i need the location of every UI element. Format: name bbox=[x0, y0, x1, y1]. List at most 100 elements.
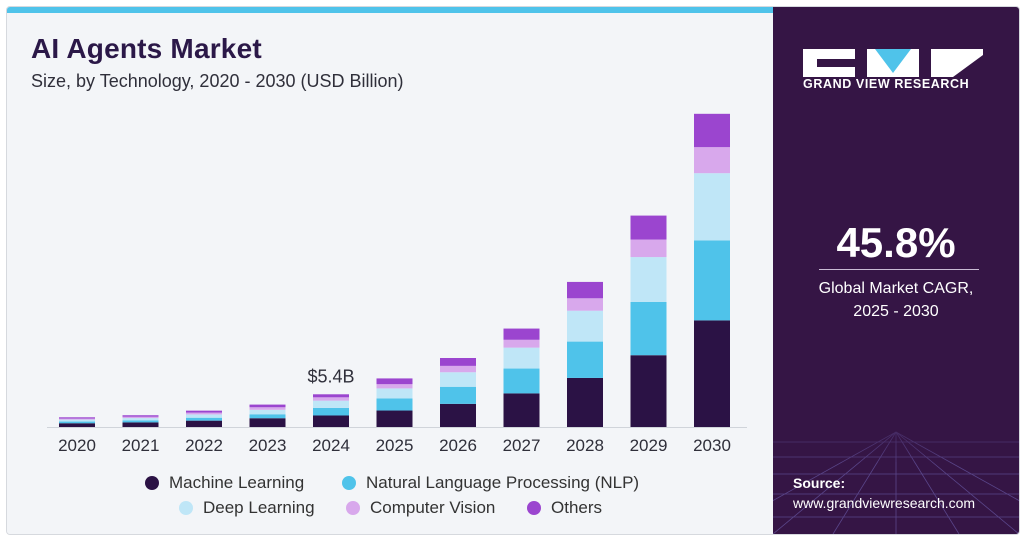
x-tick-label-2029: 2029 bbox=[630, 436, 668, 455]
x-tick-label-2027: 2027 bbox=[503, 436, 541, 455]
x-tick-label-2023: 2023 bbox=[249, 436, 287, 455]
x-tick-label-2028: 2028 bbox=[566, 436, 604, 455]
bar-segment-2025-computer-vision bbox=[376, 384, 413, 389]
bar-segment-2023-machine-learning bbox=[249, 418, 286, 427]
stacked-bar-chart: 2020 2021 2022 2023 2024 $5.4B 2025 2026 2027 202… bbox=[47, 113, 747, 455]
bar-segment-2026-machine-learning bbox=[440, 403, 476, 427]
divider bbox=[819, 269, 979, 270]
grid-decoration bbox=[773, 402, 1019, 534]
bar-segment-2022-natural-language-processing-nlp bbox=[186, 417, 222, 421]
x-tick-label-2020: 2020 bbox=[58, 436, 96, 455]
x-tick-label-2024: 2024 bbox=[312, 436, 350, 455]
bar-segment-2021-computer-vision bbox=[122, 416, 159, 419]
chart-panel: AI Agents Market Size, by Technology, 20… bbox=[7, 7, 773, 534]
bar-segment-2025-deep-learning bbox=[376, 388, 413, 399]
bar-segment-2024-machine-learning bbox=[313, 415, 349, 427]
bar-segment-2030-computer-vision bbox=[694, 147, 730, 174]
bar-segment-2022-machine-learning bbox=[186, 420, 222, 427]
bar-segment-2029-others bbox=[630, 215, 667, 240]
bar-segment-2022-deep-learning bbox=[186, 414, 222, 418]
legend-swatch bbox=[346, 501, 360, 515]
bar-segment-2026-natural-language-processing-nlp bbox=[440, 386, 476, 404]
bar-segment-2028-deep-learning bbox=[567, 310, 603, 342]
legend-swatch bbox=[527, 501, 541, 515]
legend-item-others: Others bbox=[527, 498, 602, 518]
chart-title: AI Agents Market bbox=[31, 33, 262, 64]
brand-name: GRAND VIEW RESEARCH bbox=[803, 77, 970, 91]
infographic-frame: AI Agents Market Size, by Technology, 20… bbox=[6, 6, 1020, 535]
bar-segment-2027-machine-learning bbox=[503, 393, 540, 427]
x-tick-label-2030: 2030 bbox=[693, 436, 731, 455]
bar-segment-2024-natural-language-processing-nlp bbox=[313, 407, 349, 416]
legend-item-deep-learning: Deep Learning bbox=[179, 498, 315, 518]
bar-segment-2029-computer-vision bbox=[630, 239, 667, 258]
legend-label: Deep Learning bbox=[203, 498, 315, 517]
bar-segment-2026-deep-learning bbox=[440, 372, 476, 387]
bar-segment-2026-others bbox=[440, 358, 476, 366]
bar-segment-2023-deep-learning bbox=[249, 409, 286, 415]
bar-segment-2021-others bbox=[122, 415, 159, 417]
bar-segment-2029-machine-learning bbox=[630, 355, 667, 427]
bar-segment-2024-others bbox=[313, 394, 349, 398]
bar-segment-2022-computer-vision bbox=[186, 412, 222, 415]
bar-segment-2025-others bbox=[376, 378, 413, 385]
legend-item-nlp: Natural Language Processing (NLP) bbox=[342, 473, 639, 493]
bar-segment-2023-computer-vision bbox=[249, 407, 286, 410]
accent-strip bbox=[7, 7, 773, 13]
bar-segment-2025-machine-learning bbox=[376, 410, 413, 427]
bar-segment-2030-machine-learning bbox=[694, 320, 730, 427]
bar-segment-2030-deep-learning bbox=[694, 173, 730, 241]
bar-segment-2023-others bbox=[249, 404, 286, 408]
legend-swatch bbox=[179, 501, 193, 515]
chart-legend: Machine Learning Natural Language Proces… bbox=[7, 467, 773, 527]
bar-segment-2021-machine-learning bbox=[122, 422, 159, 427]
cagr-value: 45.8% bbox=[836, 219, 956, 266]
bar-segment-2023-natural-language-processing-nlp bbox=[249, 414, 286, 419]
cagr-label: Global Market CAGR, 2025 - 2030 bbox=[773, 277, 1019, 323]
bar-segment-2030-others bbox=[694, 113, 730, 148]
bar-segment-2028-machine-learning bbox=[567, 377, 603, 427]
legend-swatch bbox=[342, 476, 356, 490]
bar-segment-2027-others bbox=[503, 328, 540, 340]
legend-label: Others bbox=[551, 498, 603, 517]
bar-segment-2030-natural-language-processing-nlp bbox=[694, 240, 730, 321]
bar-segment-2020-others bbox=[59, 417, 95, 419]
legend-item-machine-learning: Machine Learning bbox=[145, 473, 304, 493]
legend-item-computer-vision: Computer Vision bbox=[346, 498, 495, 518]
bar-segment-2028-others bbox=[567, 281, 603, 299]
bar-segment-2020-computer-vision bbox=[59, 418, 95, 420]
bar-segment-2022-others bbox=[186, 410, 222, 413]
bar-segment-2024-deep-learning bbox=[313, 400, 349, 408]
bar-segment-2021-natural-language-processing-nlp bbox=[122, 420, 159, 423]
x-tick-label-2026: 2026 bbox=[439, 436, 477, 455]
x-tick-label-2025: 2025 bbox=[376, 436, 414, 455]
source-label: Source: bbox=[793, 475, 846, 491]
bar-segment-2028-computer-vision bbox=[567, 298, 603, 311]
bar-segment-2029-deep-learning bbox=[630, 257, 667, 302]
chart-subtitle: Size, by Technology, 2020 - 2030 (USD Bi… bbox=[31, 71, 404, 91]
bar-segment-2028-natural-language-processing-nlp bbox=[567, 341, 603, 378]
legend-label: Natural Language Processing (NLP) bbox=[366, 473, 640, 492]
bar-segment-2026-computer-vision bbox=[440, 365, 476, 373]
bar-segment-2020-deep-learning bbox=[59, 419, 95, 422]
legend-label: Computer Vision bbox=[370, 498, 496, 517]
cagr-label-line2: 2025 - 2030 bbox=[853, 303, 939, 320]
source-url: www.grandviewresearch.com bbox=[793, 495, 976, 511]
bar-segment-2024-computer-vision bbox=[313, 397, 349, 401]
bar-annotation-2024: $5.4B bbox=[307, 366, 354, 386]
x-tick-label-2022: 2022 bbox=[185, 436, 223, 455]
bar-segment-2021-deep-learning bbox=[122, 418, 159, 421]
bar-segment-2029-natural-language-processing-nlp bbox=[630, 301, 667, 356]
legend-label: Machine Learning bbox=[169, 473, 305, 492]
cagr-label-line1: Global Market CAGR, bbox=[818, 280, 974, 297]
bar-segment-2020-machine-learning bbox=[59, 423, 95, 427]
bar-segment-2027-deep-learning bbox=[503, 347, 540, 369]
summary-panel: GRAND VIEW RESEARCH 45.8% Global Market … bbox=[773, 7, 1019, 534]
legend-swatch bbox=[145, 476, 159, 490]
bar-segment-2027-natural-language-processing-nlp bbox=[503, 368, 540, 394]
x-tick-label-2021: 2021 bbox=[122, 436, 160, 455]
bar-segment-2027-computer-vision bbox=[503, 339, 540, 348]
gvr-logo bbox=[803, 49, 983, 77]
bar-segment-2025-natural-language-processing-nlp bbox=[376, 398, 413, 411]
bar-segment-2020-natural-language-processing-nlp bbox=[59, 421, 95, 424]
